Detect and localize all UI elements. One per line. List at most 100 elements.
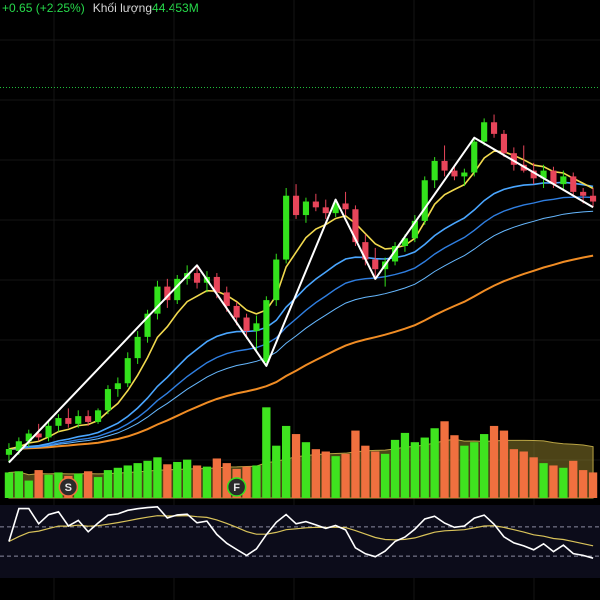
candles — [5, 114, 597, 463]
candle-body — [589, 195, 597, 202]
oscillator-line — [8, 505, 594, 559]
candle-body — [55, 418, 62, 426]
volume-bar — [371, 451, 380, 498]
candle-body — [193, 273, 201, 283]
volume-bar — [361, 445, 370, 498]
candle-body — [481, 122, 488, 142]
volume-bar — [440, 421, 449, 498]
volume-bar — [430, 428, 439, 498]
volume-bar — [450, 435, 459, 498]
volume-bar — [4, 472, 14, 498]
candle-body — [263, 300, 270, 362]
candle-body — [35, 433, 42, 438]
oscillator-background — [0, 505, 600, 578]
volume-bar — [222, 463, 231, 498]
volume-bar — [202, 466, 212, 498]
volume-bar — [460, 445, 469, 498]
volume-bar — [311, 449, 321, 498]
volume-bar — [192, 465, 202, 498]
volume-bar — [559, 467, 568, 498]
volume-bar — [519, 451, 528, 498]
candle-body — [490, 122, 498, 134]
candle-body — [124, 358, 131, 384]
volume-bar — [163, 464, 172, 498]
volume-bar — [182, 459, 192, 498]
candle-body — [570, 176, 577, 192]
volume-bar — [74, 473, 83, 498]
marker-badge — [58, 477, 79, 497]
candle-body — [104, 389, 112, 411]
ma-mid1-line — [8, 181, 594, 450]
volume-bar — [390, 439, 400, 498]
volume-bar — [400, 432, 410, 498]
volume-bar — [331, 456, 340, 498]
volume-bar — [14, 471, 24, 498]
volume-bar — [173, 461, 182, 498]
volume-bar — [489, 425, 499, 498]
volume-bar — [470, 442, 479, 498]
candle-body — [580, 191, 587, 196]
volume-bar — [103, 470, 113, 498]
candle-body — [530, 170, 537, 179]
header-bar: +0.65 (+2.25%) Khối lượng44.453M — [2, 1, 199, 15]
volume-bar — [113, 467, 123, 498]
volume-bar — [588, 472, 598, 498]
candle-body — [540, 170, 547, 179]
candle-body — [500, 133, 508, 154]
candle-body — [332, 203, 339, 214]
candle-body — [352, 209, 359, 243]
volume-label: Khối lượng — [92, 1, 153, 15]
volume-bar — [569, 460, 578, 498]
candle-body — [372, 259, 379, 270]
moving-averages — [8, 150, 594, 450]
volume-bar — [380, 453, 390, 498]
volume-bar — [242, 466, 251, 498]
marker-badge — [226, 477, 247, 497]
volume-bar — [153, 457, 162, 498]
volume-bar — [24, 480, 33, 498]
ma-slow-line — [8, 254, 594, 450]
candle-body — [292, 195, 300, 216]
candle-body — [15, 441, 22, 451]
candle-body — [164, 286, 171, 301]
volume-bar — [509, 449, 519, 498]
volume-bar — [499, 430, 509, 498]
candle-body — [233, 305, 240, 318]
candle-body — [302, 201, 310, 216]
volume-bar — [93, 477, 103, 498]
volume-bar — [410, 442, 420, 498]
candle-body — [322, 207, 329, 214]
volume-value: 44.453M — [152, 1, 199, 15]
ma-mid3-line — [8, 210, 594, 450]
candle-body — [65, 418, 72, 424]
candle-body — [342, 203, 349, 210]
candle-body — [85, 416, 92, 422]
volume-bar — [321, 451, 330, 498]
candle-body — [144, 313, 151, 337]
volume-bar — [341, 453, 350, 498]
volume-bar — [351, 430, 360, 498]
volume-bar — [529, 457, 538, 498]
candle-body — [5, 449, 13, 455]
candle-body — [94, 410, 102, 422]
candle-body — [253, 323, 260, 332]
candle-body — [45, 425, 52, 438]
candle-body — [25, 433, 32, 442]
volume-bar — [34, 470, 43, 498]
volume-bar — [549, 465, 558, 498]
candle-body — [401, 238, 409, 246]
volume-bar — [479, 434, 489, 498]
candle-body — [114, 383, 121, 390]
volume-bar — [83, 471, 93, 498]
volume-bar — [272, 445, 281, 498]
volume-bar — [420, 437, 429, 498]
oscillator-pane — [0, 505, 600, 578]
marker-label: F — [233, 482, 240, 494]
candle-body — [223, 292, 230, 306]
candle-body — [174, 278, 181, 301]
candle-body — [312, 201, 319, 208]
candle-body — [283, 195, 290, 260]
candle-body — [421, 180, 428, 221]
